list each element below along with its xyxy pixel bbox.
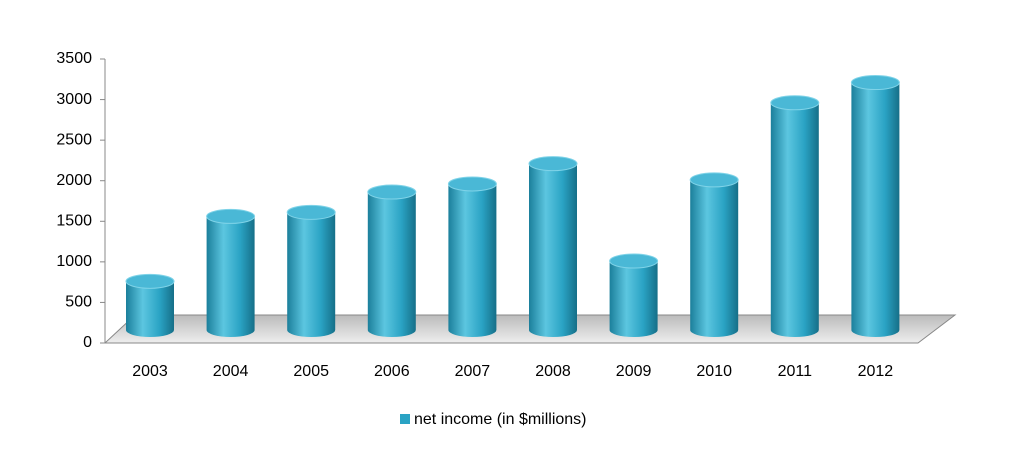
bar-top [609, 253, 659, 269]
y-tick-label: 1000 [56, 253, 92, 270]
bar [367, 192, 416, 338]
y-tick-label: 2000 [56, 172, 92, 189]
bar-top [286, 204, 336, 220]
bar-top [528, 156, 578, 172]
legend-label: net income (in $millions) [414, 411, 587, 428]
y-tick-label: 3500 [56, 50, 92, 67]
bar [448, 183, 497, 338]
x-tick-label: 2005 [293, 363, 329, 380]
y-tick-label: 500 [65, 294, 92, 311]
x-tick-label: 2011 [778, 363, 813, 380]
legend-marker [400, 414, 410, 424]
x-tick-label: 2009 [616, 363, 652, 380]
x-tick-label: 2007 [455, 363, 491, 380]
y-tick-label: 2500 [56, 131, 92, 148]
x-tick-label: 2012 [858, 363, 894, 380]
y-tick-label: 0 [83, 334, 92, 351]
bar [529, 163, 577, 337]
y-tick-label: 3000 [56, 91, 92, 108]
bar [609, 261, 658, 338]
x-tick-label: 2003 [132, 363, 168, 380]
bar [287, 212, 336, 338]
bar [690, 179, 739, 338]
bar-top [689, 172, 739, 188]
bar-top [770, 95, 820, 111]
x-tick-label: 2010 [696, 363, 732, 380]
bar-top [125, 273, 175, 289]
x-tick-label: 2004 [213, 363, 249, 380]
bar [851, 82, 900, 338]
bar-top [850, 75, 900, 91]
y-tick-label: 1500 [56, 213, 92, 230]
bar-top [206, 208, 256, 224]
bar [126, 281, 174, 337]
bar-top [367, 184, 417, 200]
bar [206, 216, 255, 338]
x-tick-label: 2006 [374, 363, 410, 380]
x-tick-label: 2008 [535, 363, 571, 380]
bar [770, 102, 819, 338]
bar-top [447, 176, 497, 192]
